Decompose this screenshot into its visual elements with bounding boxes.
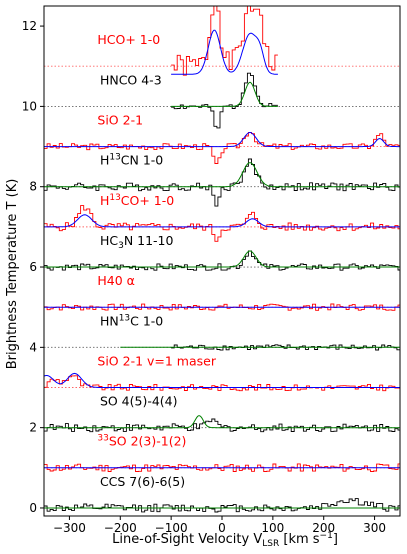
x-label-sub: LSR: [262, 539, 279, 549]
x-tick-label: 300: [363, 521, 386, 535]
x-label-main: Line-of-Sight Velocity V: [112, 532, 262, 547]
fit-curve-5: [44, 250, 400, 268]
fit-curve-9: [44, 415, 400, 429]
fit-curve-8: [44, 372, 400, 388]
y-tick-label: 4: [29, 340, 37, 354]
line-label-1: HNCO 4-3: [100, 72, 162, 87]
line-label-7: HN13C 1-0: [100, 313, 163, 328]
axes: −300 −200 −100 0 100 200 300 0 2 4 6 8 10 12: [22, 5, 401, 535]
x-tick-label: −100: [155, 521, 188, 535]
line-label-5: HC3N 11-10: [100, 233, 174, 251]
y-tick-label: 12: [22, 19, 37, 33]
fit-curve-3: [44, 162, 400, 188]
x-label-unit-sup: −1: [320, 531, 333, 541]
spectrum-8: [44, 375, 400, 392]
line-label-10: 33SO 2(3)-1(2): [97, 434, 186, 449]
y-axis-label: Brightness Temperature T (K): [5, 179, 20, 370]
x-tick-label: −200: [104, 521, 137, 535]
x-tick-label: −300: [53, 521, 86, 535]
x-tick-label: 100: [261, 521, 284, 535]
spectral-line-labels: HCO+ 1-0 HNCO 4-3 SiO 2-1 H13CN 1-0 H13CO+ 1…: [97, 32, 216, 489]
fit-curve-4: [44, 214, 400, 228]
line-label-3: H13CN 1-0: [100, 153, 163, 168]
spectrum-2: [44, 132, 400, 164]
y-tick-label: 6: [29, 260, 37, 274]
line-label-8: SiO 2-1 v=1 maser: [97, 353, 216, 368]
spectrum-3: [44, 158, 400, 207]
y-tick-label: 0: [29, 501, 37, 515]
x-label-unit: [km s: [279, 532, 320, 547]
spectrum-6: [44, 303, 400, 311]
y-tick-label: 10: [22, 99, 37, 113]
spectrum-9: [44, 418, 400, 433]
x-tick-label: 200: [312, 521, 335, 535]
line-label-2: SiO 2-1: [97, 112, 143, 127]
line-label-4: H13CO+ 1-0: [100, 193, 174, 208]
fit-curve-1: [171, 81, 278, 107]
line-label-9: SO 4(5)-4(4): [100, 394, 178, 409]
plot-area: [44, 6, 400, 513]
y-tick-label: 2: [29, 421, 37, 435]
spectrum-4: [44, 205, 400, 242]
fit-curve-2: [44, 132, 400, 148]
spectrum-11: [44, 498, 400, 513]
spectrum-10: [44, 463, 400, 472]
spectrum-1: [171, 72, 278, 129]
spectrum-7: [171, 344, 400, 351]
line-label-11: CCS 7(6)-6(5): [100, 474, 185, 489]
x-axis-label: Line-of-Sight Velocity VLSR [km s−1]: [112, 531, 338, 549]
line-label-6: H40 α: [97, 273, 135, 288]
fit-curve-0: [171, 29, 278, 75]
line-label-0: HCO+ 1-0: [97, 32, 160, 47]
x-tick-label: 0: [218, 521, 226, 535]
y-tick-label: 8: [29, 180, 37, 194]
x-label-unit-close: ]: [333, 532, 338, 547]
